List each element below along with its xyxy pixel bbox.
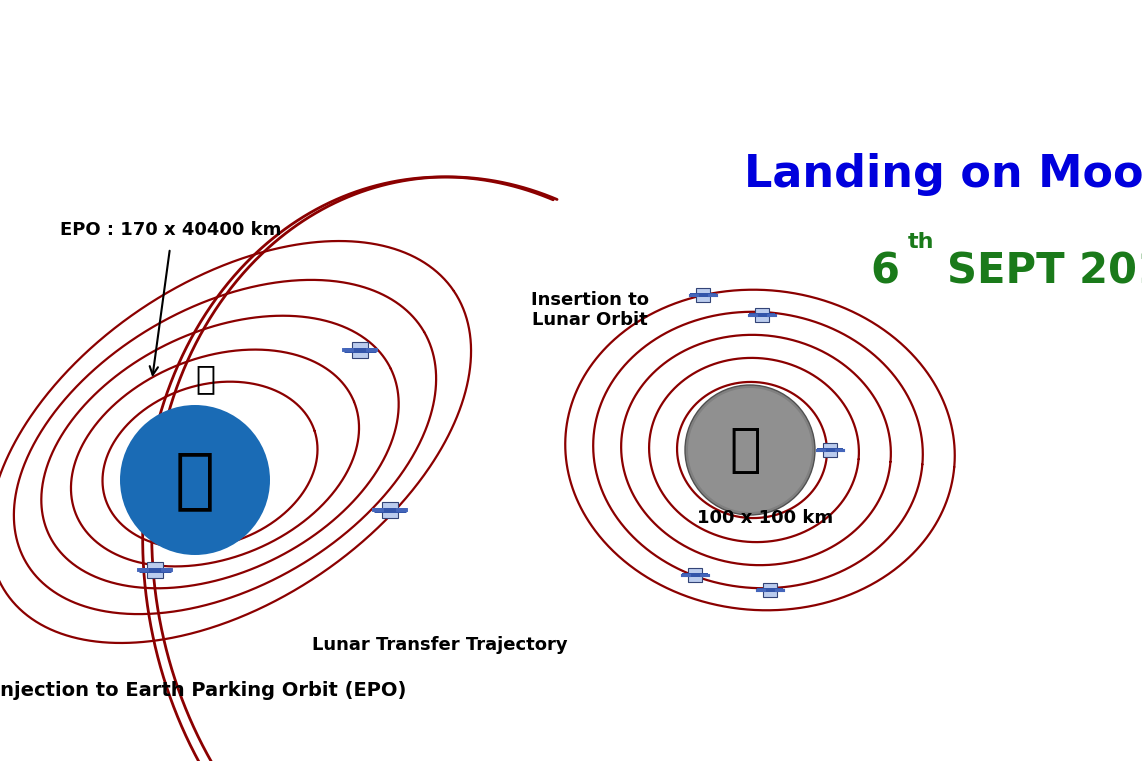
Text: 🌍: 🌍	[175, 447, 215, 513]
Circle shape	[120, 405, 270, 555]
Text: th: th	[908, 232, 934, 252]
Text: SEPT 2019: SEPT 2019	[918, 250, 1142, 292]
Text: Landing on Moon: Landing on Moon	[745, 154, 1142, 196]
Text: EPO : 170 x 40400 km: EPO : 170 x 40400 km	[61, 221, 281, 239]
Text: 100 x 100 km: 100 x 100 km	[697, 509, 833, 527]
Text: 6: 6	[870, 250, 899, 292]
Text: Insertion to
Lunar Orbit: Insertion to Lunar Orbit	[531, 291, 649, 330]
Circle shape	[687, 388, 812, 512]
Text: 🌑: 🌑	[730, 424, 761, 476]
Text: 🚀: 🚀	[195, 362, 215, 395]
Circle shape	[685, 385, 815, 515]
Text: Injection to Earth Parking Orbit (EPO): Injection to Earth Parking Orbit (EPO)	[0, 680, 407, 699]
Text: Lunar Transfer Trajectory: Lunar Transfer Trajectory	[312, 636, 568, 654]
